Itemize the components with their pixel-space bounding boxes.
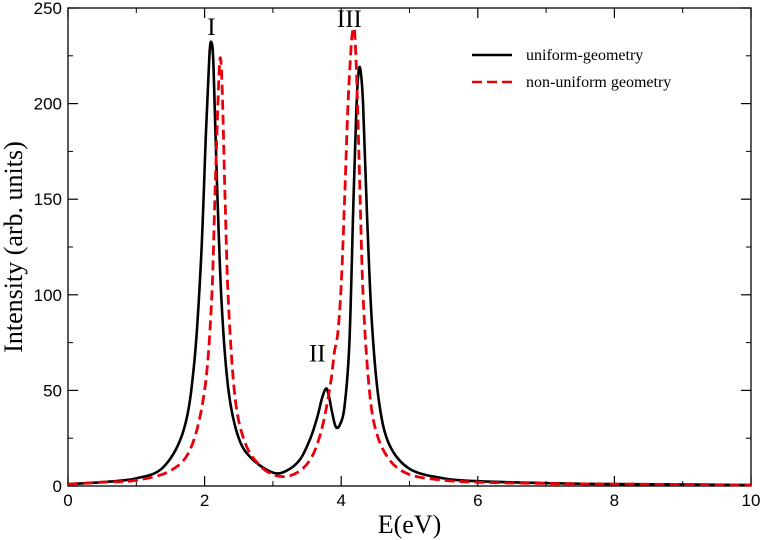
x-axis-ticks: 0 2 4 6 8 10: [63, 8, 760, 510]
x-tick-label: 8: [610, 491, 619, 510]
y-tick-label: 200: [34, 95, 62, 114]
series-line-non-uniform-geometry: [67, 26, 752, 487]
series-line-uniform-geometry: [67, 40, 752, 487]
y-tick-label: 0: [53, 477, 62, 496]
y-axis-ticks: 0 50 100 150 200 250: [34, 0, 751, 496]
x-tick-label: 10: [742, 491, 761, 510]
x-tick-label: 2: [200, 491, 209, 510]
legend-label: non-uniform geometry: [526, 74, 671, 91]
y-tick-label: 50: [43, 381, 62, 400]
y-tick-label: 250: [34, 0, 62, 18]
y-tick-label: 100: [34, 286, 62, 305]
peak-annotation: I: [207, 14, 215, 41]
peak-annotation: III: [337, 6, 362, 33]
legend: uniform-geometry non-uniform geometry: [472, 47, 671, 91]
x-axis-title: E(eV): [378, 510, 442, 539]
x-tick-label: 6: [473, 491, 482, 510]
peak-annotation: II: [309, 341, 326, 368]
x-tick-label: 4: [336, 491, 345, 510]
legend-label: uniform-geometry: [526, 47, 643, 64]
y-tick-label: 150: [34, 190, 62, 209]
x-tick-label: 0: [63, 491, 72, 510]
y-axis-title: Intensity (arb. units): [0, 141, 28, 353]
series-layer: [67, 26, 752, 487]
